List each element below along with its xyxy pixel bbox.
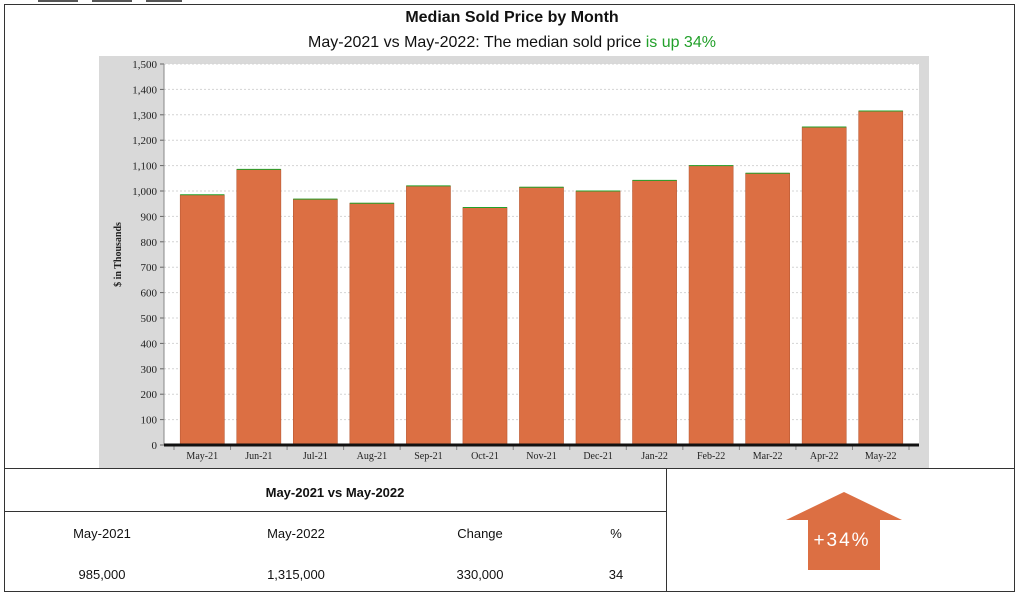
y-tick-label: 600 <box>141 288 158 300</box>
x-tick-label: Aug-21 <box>357 451 388 462</box>
y-tick-label: 700 <box>141 262 158 274</box>
column-divider <box>666 469 667 592</box>
y-tick-label: 1,000 <box>132 186 157 198</box>
y-tick-label: 0 <box>152 440 158 452</box>
up-arrow-icon <box>786 492 902 570</box>
x-tick-label: Mar-22 <box>753 451 783 462</box>
header-may-2022: May-2022 <box>267 526 325 541</box>
x-tick-label: May-22 <box>865 451 897 462</box>
bar-nov-21 <box>519 186 564 446</box>
summary-table-title: May-2021 vs May-2022 <box>265 485 405 500</box>
y-tick-label: 500 <box>141 313 158 325</box>
x-tick-label: Feb-22 <box>697 451 725 462</box>
bar-sep-21 <box>406 185 451 446</box>
y-tick-label: 1,400 <box>132 84 157 96</box>
y-tick-label: 1,300 <box>132 110 157 122</box>
bar-apr-22 <box>801 126 847 446</box>
x-tick-label: Dec-21 <box>583 451 612 462</box>
y-tick-label: 1,500 <box>132 59 157 71</box>
value-change: 330,000 <box>456 567 504 582</box>
value-percent: 34 <box>608 567 624 582</box>
bar-jun-21 <box>236 169 282 446</box>
bar-jan-22 <box>632 180 677 446</box>
y-tick-label: 800 <box>141 237 158 249</box>
x-tick-label: Jan-22 <box>641 451 668 462</box>
bar-dec-21 <box>575 190 621 446</box>
y-axis-label: $ in Thousands <box>113 222 124 287</box>
header-change: Change <box>457 526 503 541</box>
bar-aug-21 <box>349 202 395 446</box>
y-tick-label: 1,100 <box>132 161 157 173</box>
header-may-2021: May-2021 <box>73 526 131 541</box>
bar-mar-22 <box>745 172 791 446</box>
x-tick-label: May-21 <box>186 451 218 462</box>
chart-title: Median Sold Price by Month <box>405 9 619 26</box>
x-tick-label: Jun-21 <box>245 451 272 462</box>
header-percent: % <box>610 526 622 541</box>
x-tick-label: Oct-21 <box>471 451 499 462</box>
x-tick-label: Nov-21 <box>526 451 557 462</box>
bar-jul-21 <box>292 198 338 446</box>
subtitle-text: May-2021 vs May-2022: The median sold pr… <box>308 34 646 51</box>
bar-feb-22 <box>688 165 734 446</box>
y-tick-label: 200 <box>141 389 158 401</box>
summary-table-rule <box>4 511 666 512</box>
top-edge-marks <box>30 0 190 3</box>
bar-may-21 <box>179 194 225 446</box>
change-badge: +34% <box>813 530 871 551</box>
value-may-2021: 985,000 <box>78 567 126 582</box>
subtitle-highlight: is up 34% <box>645 34 716 51</box>
y-tick-label: 300 <box>141 364 158 376</box>
value-may-2022: 1,315,000 <box>267 567 325 582</box>
bar-oct-21 <box>462 207 508 446</box>
bar-chart: 0 100 200 300 400 500 600 700 800 900 1,000 1,100 1,… <box>113 59 919 462</box>
report-frame <box>4 4 1015 592</box>
x-tick-label: Apr-22 <box>810 451 839 462</box>
y-tick-label: 100 <box>141 415 158 427</box>
bar-may-22 <box>858 110 904 446</box>
section-divider <box>4 468 1015 469</box>
y-tick-label: 1,200 <box>132 135 157 147</box>
y-tick-label: 400 <box>141 338 158 350</box>
x-tick-label: Jul-21 <box>303 451 328 462</box>
y-tick-label: 900 <box>141 211 158 223</box>
x-tick-label: Sep-21 <box>414 451 442 462</box>
chart-subtitle: May-2021 vs May-2022: The median sold pr… <box>0 34 1024 52</box>
